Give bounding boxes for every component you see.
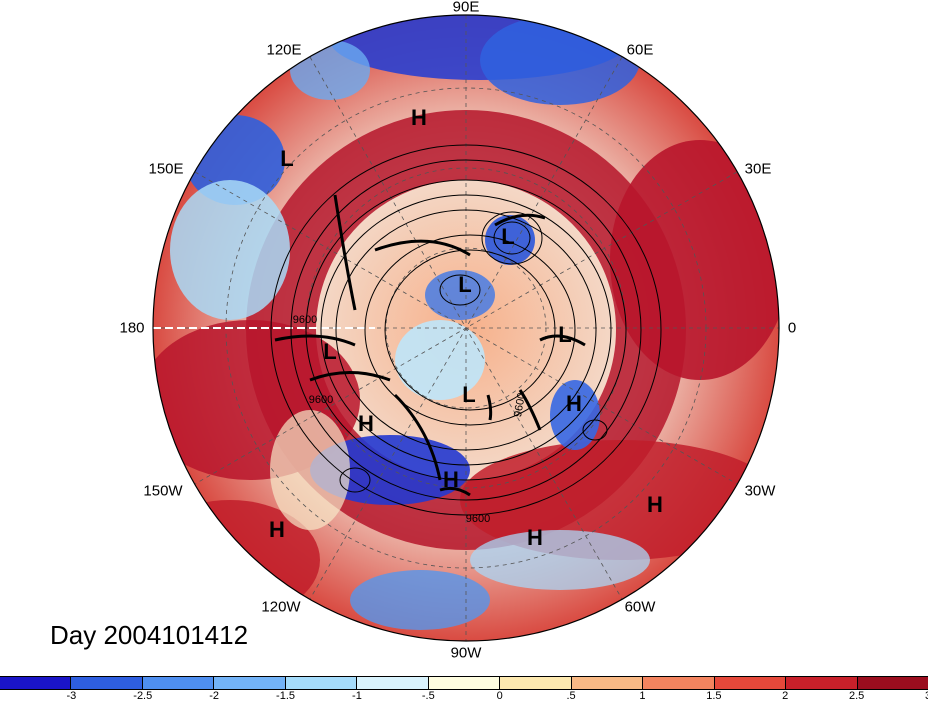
pressure-center-high: H — [411, 105, 427, 130]
colorbar-tick-label: 2 — [782, 690, 789, 702]
pressure-center-high: H — [358, 411, 374, 436]
colorbar-tick-label: 0 — [496, 690, 503, 702]
colorbar-tick-label: -2.5 — [133, 690, 153, 702]
colorbar-tick-label: -3 — [66, 690, 77, 702]
pressure-center-high: H — [647, 492, 663, 517]
colorbar-swatch — [142, 677, 215, 689]
colorbar-swatch — [571, 677, 644, 689]
lon-label-90e: 90E — [452, 0, 480, 16]
lon-label-30e: 30E — [744, 160, 772, 178]
height-contours — [270, 144, 662, 516]
lon-label-150w: 150W — [143, 482, 183, 500]
lon-label-150e: 150E — [148, 160, 184, 178]
lon-label-60w: 60W — [624, 598, 656, 616]
colorbar-tick-label: 1.5 — [706, 690, 722, 702]
pressure-center-high: H — [527, 525, 543, 550]
colorbar-swatch — [0, 677, 72, 689]
map-boundary — [152, 14, 780, 642]
pressure-center-low: L — [458, 272, 472, 297]
colorbar-swatch — [714, 677, 787, 689]
lon-label-120w: 120W — [261, 598, 301, 616]
colorbar-swatch — [428, 677, 501, 689]
colorbar-tick-label: -2 — [209, 690, 220, 702]
colorbar-tick-label: -1.5 — [276, 690, 296, 702]
colorbar-tick-label: -.5 — [421, 690, 435, 702]
lon-label-120e: 120E — [266, 41, 302, 59]
pressure-center-low: L — [558, 322, 572, 347]
pressure-center-high: H — [566, 391, 582, 416]
lon-label-180: 180 — [119, 319, 145, 337]
colorbar-swatch — [214, 677, 286, 689]
colorbar-swatch — [643, 677, 715, 689]
contour-label: 9600 — [308, 394, 334, 406]
pressure-center-low: L — [501, 224, 515, 249]
pressure-center-high: H — [269, 517, 285, 542]
colorbar-tick-label: 1 — [639, 690, 646, 702]
colorbar-tick-label: 2.5 — [848, 690, 865, 702]
colorbar-tick-label: -1 — [352, 690, 362, 702]
colorbar-swatch — [786, 677, 858, 689]
colorbar-swatch — [500, 677, 572, 689]
lon-label-0: 0 — [787, 319, 797, 337]
anomaly-field — [153, 15, 779, 641]
lon-label-30w: 30W — [744, 482, 776, 500]
colorbar-tick-label: 3 — [925, 690, 928, 702]
lon-label-90w: 90W — [450, 644, 482, 662]
lon-label-60e: 60E — [626, 41, 654, 59]
contour-label: 9600 — [465, 513, 491, 525]
colorbar-swatch — [285, 677, 358, 689]
colorbar-tick-label: .5 — [566, 690, 576, 702]
colorbar-swatch — [71, 677, 143, 689]
colorbar-swatch — [857, 677, 928, 689]
pressure-center-low: L — [280, 146, 294, 171]
pressure-center-low: L — [323, 339, 337, 364]
jet-contours — [274, 194, 586, 497]
colorbar-swatch — [357, 677, 429, 689]
map-title: Day 2004101412 — [50, 620, 249, 650]
colorbar — [0, 676, 928, 690]
contour-label: 9600 — [292, 314, 318, 326]
pressure-center-high: H — [443, 467, 459, 492]
pressure-center-low: L — [462, 382, 476, 407]
